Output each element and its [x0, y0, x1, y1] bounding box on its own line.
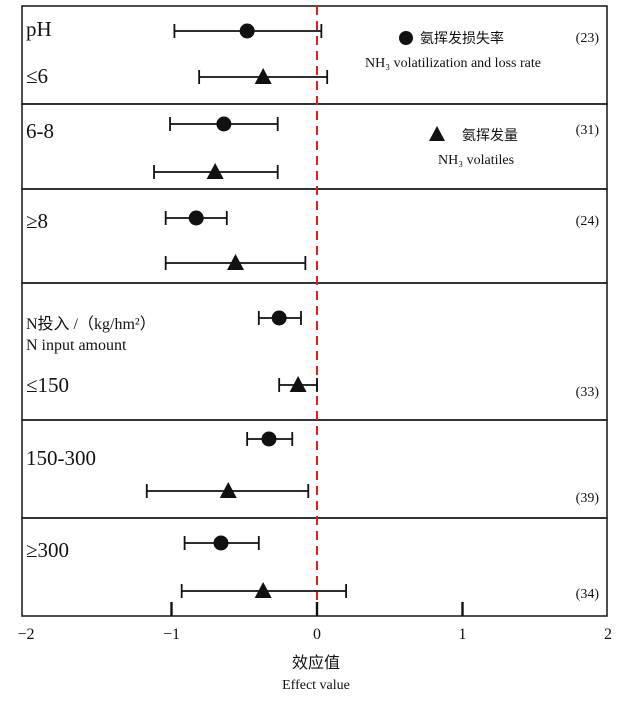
x-tick-label: 1	[459, 626, 467, 643]
legend-label: 氨挥发量	[462, 128, 518, 144]
point-circle	[188, 210, 204, 226]
point-triangle	[254, 582, 272, 598]
group-label: 6-8	[26, 119, 54, 143]
point-circle	[213, 535, 229, 551]
point-triangle	[227, 254, 245, 270]
x-axis-label-en: Effect value	[282, 678, 350, 693]
group-label: ≤6	[26, 64, 48, 88]
point-triangle	[219, 482, 237, 498]
group-panels	[21, 5, 608, 617]
group-label: ≥8	[26, 209, 48, 233]
data-marks-layer	[145, 23, 348, 598]
point-circle	[239, 23, 255, 39]
point-triangle	[254, 68, 272, 84]
group-panel	[21, 188, 608, 284]
point-triangle	[206, 163, 224, 179]
sample-count: (34)	[576, 587, 600, 602]
group-title: pH	[26, 17, 52, 41]
group-label: 150-300	[26, 446, 96, 470]
sample-count: (23)	[576, 31, 600, 46]
legend-label: 氨挥发损失率	[420, 30, 504, 47]
x-tick-label: 2	[604, 626, 612, 643]
x-tick-label: −1	[163, 626, 180, 643]
legend-label-en: NH₃ volatilization and loss rate	[365, 56, 541, 71]
x-tick-label: 0	[313, 626, 321, 643]
sample-count: (24)	[576, 214, 600, 229]
sample-count: (39)	[576, 491, 600, 506]
x-tick-label: −2	[17, 626, 34, 643]
sample-count: (33)	[576, 385, 600, 400]
legend-marker-triangle	[429, 126, 445, 141]
group-panel	[21, 517, 608, 617]
group-label: ≥300	[26, 538, 69, 562]
point-circle	[216, 116, 232, 132]
group-title-en: N input amount	[26, 337, 127, 354]
group-label: ≤150	[26, 373, 69, 397]
point-circle	[271, 310, 287, 326]
text-layer: pH ≤6 (23) 6-8 (31) ≥8 (24) N投入 /（kg/hm²） N inpu…	[26, 17, 599, 602]
group-panel	[21, 5, 608, 105]
point-triangle	[289, 376, 307, 392]
legend-label-en: NH₃ volatiles	[438, 153, 514, 168]
group-panel	[21, 103, 608, 190]
legend-marker-circle	[399, 31, 413, 45]
sample-count: (31)	[576, 123, 600, 138]
x-axis: −2 −1 0 1 2 效应值 Effect value	[17, 602, 612, 693]
legend: 氨挥发损失率 NH₃ volatilization and loss rate 氨挥…	[365, 30, 541, 168]
x-axis-label: 效应值	[292, 653, 340, 672]
group-panel	[21, 419, 608, 519]
group-title: N投入 /（kg/hm²）	[26, 315, 156, 333]
point-circle	[261, 431, 277, 447]
